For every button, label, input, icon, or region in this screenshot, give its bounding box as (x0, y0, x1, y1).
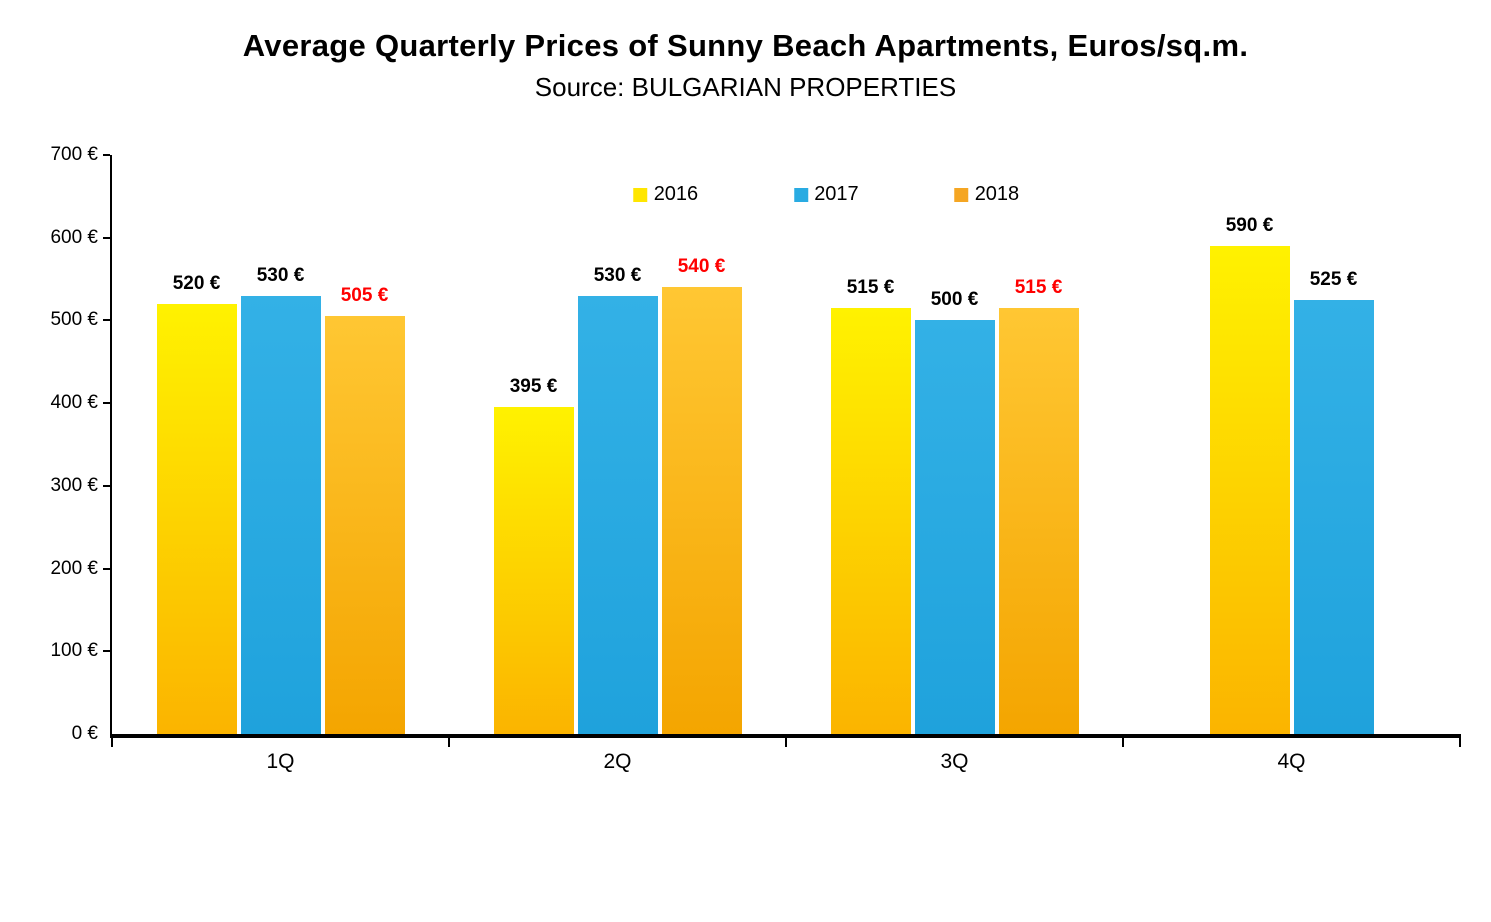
bar-value-label: 540 € (677, 256, 726, 278)
bar-slot: 540 € (661, 155, 742, 734)
legend-swatch (794, 187, 809, 202)
x-axis-tick (111, 734, 113, 747)
x-axis-tick (448, 734, 450, 747)
chart-title: Average Quarterly Prices of Sunny Beach … (242, 28, 1249, 63)
legend-label: 2018 (974, 183, 1020, 205)
chart-subtitle: Source: BULGARIAN PROPERTIES (534, 72, 957, 102)
bar-value-label: 500 € (930, 289, 979, 311)
y-axis-label: 500 € (50, 309, 98, 331)
bar-value-label: 530 € (256, 264, 305, 286)
bar-2016-2Q (493, 407, 574, 734)
bar-value-label: 590 € (1225, 215, 1274, 236)
x-axis-tick (785, 734, 787, 747)
y-axis-label: 600 € (50, 226, 98, 248)
bar-slot: 530 € (240, 155, 321, 734)
bar-2017-2Q (577, 295, 658, 734)
bar-2018-3Q (998, 308, 1079, 734)
bar-slot: 515 € (998, 155, 1079, 734)
bar-2017-1Q (240, 295, 321, 734)
bar-value-label: 530 € (593, 264, 642, 286)
x-axis-tick (1459, 734, 1461, 747)
y-axis-label: 400 € (50, 392, 98, 414)
bar-slot: 395 € (493, 155, 574, 734)
bar-slot: 515 € (830, 155, 911, 734)
legend-label: 2017 (814, 183, 859, 205)
bar-slot: 590 € (1209, 155, 1290, 734)
bar-value-label: 515 € (846, 277, 895, 299)
y-axis-tick (103, 319, 110, 322)
y-axis-tick (103, 567, 110, 570)
bar-slot: 500 € (914, 155, 995, 734)
y-axis-tick (103, 484, 110, 487)
bar-group: 590 € 525 € (1123, 155, 1460, 734)
legend-item-2018: 2018 (954, 183, 1020, 206)
bar-2016-3Q (830, 308, 911, 734)
bar-value-label: 520 € (172, 272, 221, 294)
bar-group: 515 € 500 € 515 € (786, 155, 1123, 734)
bar-slot: 505 € (324, 155, 405, 734)
bar-2018-1Q (324, 316, 405, 734)
bar-value-label: 525 € (1309, 268, 1358, 290)
legend-label: 2016 (653, 183, 699, 205)
bar-2018-2Q (661, 287, 742, 734)
bar-slot: 530 € (577, 155, 658, 734)
y-axis-label: 100 € (50, 640, 98, 662)
x-category-label: 3Q (940, 750, 969, 773)
bar-2017-4Q (1293, 299, 1374, 734)
bar-value-label: 515 € (1014, 277, 1063, 299)
y-axis-label: 0 € (71, 723, 98, 744)
legend-swatch (954, 187, 969, 202)
legend-item-2016: 2016 (633, 183, 699, 206)
y-axis-label: 200 € (50, 557, 98, 579)
bar-value-label: 395 € (509, 376, 558, 398)
legend: 2016 2017 2018 (633, 183, 1020, 206)
y-axis-tick (103, 402, 110, 405)
y-axis-tick (103, 236, 110, 239)
y-axis-label: 300 € (50, 474, 98, 496)
bar-slot: 525 € (1293, 155, 1374, 734)
bar-2016-4Q (1209, 246, 1290, 734)
bar-value-label: 505 € (340, 285, 389, 307)
y-axis-tick (103, 154, 110, 156)
y-axis-tick (103, 650, 110, 653)
bar-group: 520 € 530 € 505 € (112, 155, 449, 734)
y-axis-label: 700 € (50, 144, 98, 165)
x-category-label: 1Q (266, 750, 295, 773)
bar-slot: 520 € (156, 155, 237, 734)
legend-item-2017: 2017 (794, 183, 859, 206)
x-category-label: 4Q (1277, 750, 1306, 773)
plot-area: 2016 2017 2018 520 € 530 € 505 € 395 € 530 € 54… (50, 144, 1461, 773)
bar-groups: 520 € 530 € 505 € 395 € 530 € 540 € 515 € 500 €… (112, 155, 1460, 734)
bar-2017-3Q (914, 320, 995, 734)
bar-2016-1Q (156, 303, 237, 734)
x-axis-tick (1122, 734, 1124, 747)
bar-group: 395 € 530 € 540 € (449, 155, 786, 734)
x-category-label: 2Q (603, 750, 632, 773)
legend-swatch (633, 187, 648, 202)
